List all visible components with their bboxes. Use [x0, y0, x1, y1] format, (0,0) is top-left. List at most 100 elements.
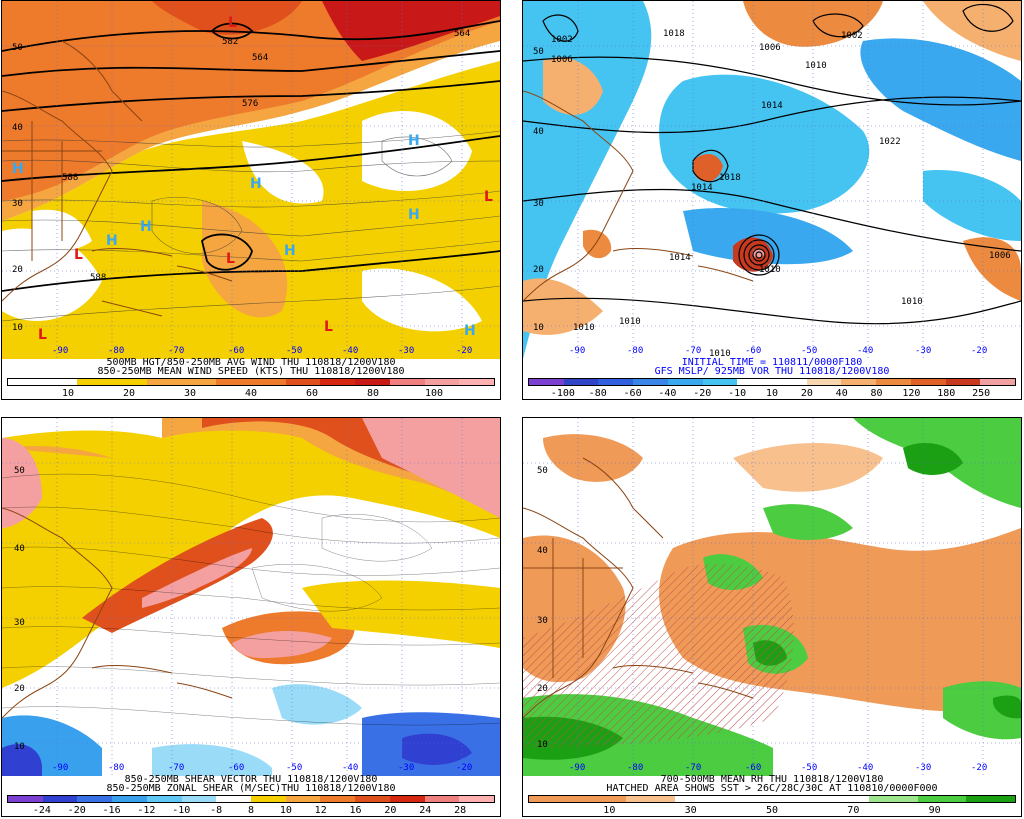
- colorbar-swatch: [285, 796, 321, 802]
- map-relative-humidity: 50 40 30 20 10 -90 -80 -70 -60 -50 -40 -…: [523, 418, 1021, 776]
- colorbar-tick-label: 20: [384, 805, 397, 816]
- lat-label-50: 50: [14, 466, 25, 476]
- colorbar-swatch: [577, 796, 627, 802]
- colorbar-swatch: [355, 379, 390, 385]
- colorbar-tick-label: 80: [366, 388, 380, 399]
- lat-label-50: 50: [537, 466, 548, 476]
- colorbar-swatch: [529, 379, 564, 385]
- caption-line-1: 500MB HGT/850-250MB AVG WIND THU 110818/…: [106, 357, 396, 368]
- isobar-label: 1018: [719, 173, 741, 183]
- lat-label-20: 20: [12, 265, 23, 275]
- caption-line-2: 850-250MB ZONAL SHEAR (M/SEC)THU 110818/…: [106, 783, 396, 794]
- colorbar-swatch: [626, 796, 675, 802]
- lon-label--50: -50: [801, 346, 818, 356]
- lon-label--50: -50: [286, 763, 303, 773]
- contour-label: 576: [242, 99, 259, 109]
- lat-label-50: 50: [12, 43, 23, 53]
- colorbar-swatch: [112, 379, 147, 385]
- colorbar-swatch: [389, 796, 425, 802]
- colorbar-swatch: [910, 379, 946, 385]
- panel-mslp-vorticity: 50 40 30 20 10 -90 -80 -70 -60 -50 -40 -…: [522, 0, 1022, 400]
- lon-label--70: -70: [685, 763, 702, 773]
- lon-label--60: -60: [228, 763, 245, 773]
- high-pressure-marker: H: [140, 219, 152, 235]
- lon-label--80: -80: [627, 346, 644, 356]
- low-pressure-marker: L: [484, 189, 493, 205]
- map-canvas-2: [523, 1, 1021, 359]
- colorbar-swatch: [806, 379, 842, 385]
- isobar-label: 1014: [669, 253, 691, 263]
- colorbar-swatch: [771, 796, 821, 802]
- map-canvas-4: [523, 418, 1021, 776]
- colorbar-swatch: [737, 379, 773, 385]
- high-pressure-marker: H: [250, 176, 262, 192]
- colorbar-tick-label: 80: [870, 388, 883, 399]
- caption-line-2: 850-250MB MEAN WIND SPEED (KTS) THU 1108…: [97, 366, 405, 377]
- isobar-label: 1010: [901, 297, 923, 307]
- colorbar-swatch: [355, 796, 390, 802]
- isobar-label: 1002: [551, 35, 573, 45]
- lat-label-40: 40: [533, 127, 544, 137]
- colorbar-swatch: [772, 379, 807, 385]
- low-pressure-marker: L: [324, 319, 333, 335]
- colorbar-tick-label: -20: [67, 805, 86, 816]
- low-pressure-marker: L: [226, 251, 235, 267]
- isobar-label: 1010: [759, 265, 781, 275]
- lon-label--20: -20: [456, 763, 473, 773]
- lon-label--30: -30: [915, 763, 932, 773]
- colorbar-tick-label: -20: [693, 388, 712, 399]
- colorbar-tick-label: 20: [122, 388, 136, 399]
- colorbar-swatch: [181, 796, 217, 802]
- lon-label--20: -20: [456, 346, 473, 356]
- lat-label-20: 20: [533, 265, 544, 275]
- isobar-label: 1006: [989, 251, 1011, 261]
- colorbar-swatch: [841, 379, 877, 385]
- lon-label--80: -80: [627, 763, 644, 773]
- low-pressure-marker: L: [74, 247, 83, 263]
- isobar-label: 1010: [709, 349, 731, 359]
- lat-label-10: 10: [537, 740, 548, 750]
- lat-label-10: 10: [14, 742, 25, 752]
- colorbar-2: [528, 378, 1016, 386]
- colorbar-tick-label: 10: [279, 805, 292, 816]
- lat-label-50: 50: [533, 47, 544, 57]
- colorbar-swatch: [181, 379, 217, 385]
- lon-label--50: -50: [286, 346, 303, 356]
- colorbar-tick-label: 30: [684, 805, 697, 816]
- colorbar-4: [528, 795, 1016, 803]
- isobar-label: 1014: [761, 101, 783, 111]
- lon-label--30: -30: [915, 346, 932, 356]
- colorbar-swatch: [869, 796, 918, 802]
- colorbar-tick-label: 10: [61, 388, 75, 399]
- panel-wind-speed: 50 40 30 20 10 -90 -80 -70 -60 -50 -40 -…: [1, 0, 501, 400]
- caption-line-1: 850-250MB SHEAR VECTOR THU 110818/1200V1…: [124, 774, 378, 785]
- colorbar-tick-label: -12: [137, 805, 156, 816]
- colorbar-swatch: [820, 796, 870, 802]
- colorbar-swatch: [8, 796, 43, 802]
- colorbar-tick-label: -100: [550, 388, 575, 399]
- colorbar-tick-label: 100: [424, 388, 444, 399]
- colorbar-tick-label: 28: [454, 805, 467, 816]
- panel-relative-humidity: 50 40 30 20 10 -90 -80 -70 -60 -50 -40 -…: [522, 417, 1022, 817]
- lat-label-40: 40: [12, 123, 23, 133]
- lon-label--40: -40: [857, 346, 874, 356]
- colorbar-swatch: [146, 379, 182, 385]
- colorbar-tick-label: 24: [419, 805, 432, 816]
- colorbar-tick-label: 70: [847, 805, 860, 816]
- isobar-label: 1006: [551, 55, 573, 65]
- map-mslp-vorticity: 50 40 30 20 10 -90 -80 -70 -60 -50 -40 -…: [523, 1, 1021, 359]
- lon-label--40: -40: [342, 346, 359, 356]
- isobar-label: 1010: [619, 317, 641, 327]
- contour-label: 588: [62, 173, 79, 183]
- colorbar-tick-label: -8: [210, 805, 223, 816]
- high-pressure-marker: H: [106, 233, 118, 249]
- lon-label--50: -50: [801, 763, 818, 773]
- lat-label-20: 20: [537, 684, 548, 694]
- lat-label-30: 30: [14, 618, 25, 628]
- caption-line-1: 700-500MB MEAN RH THU 110818/1200V180: [660, 774, 884, 785]
- colorbar-tick-label: -24: [32, 805, 51, 816]
- lon-label--70: -70: [168, 763, 185, 773]
- colorbar-swatch: [424, 379, 460, 385]
- high-pressure-marker: H: [464, 323, 476, 339]
- colorbar-swatch: [917, 796, 967, 802]
